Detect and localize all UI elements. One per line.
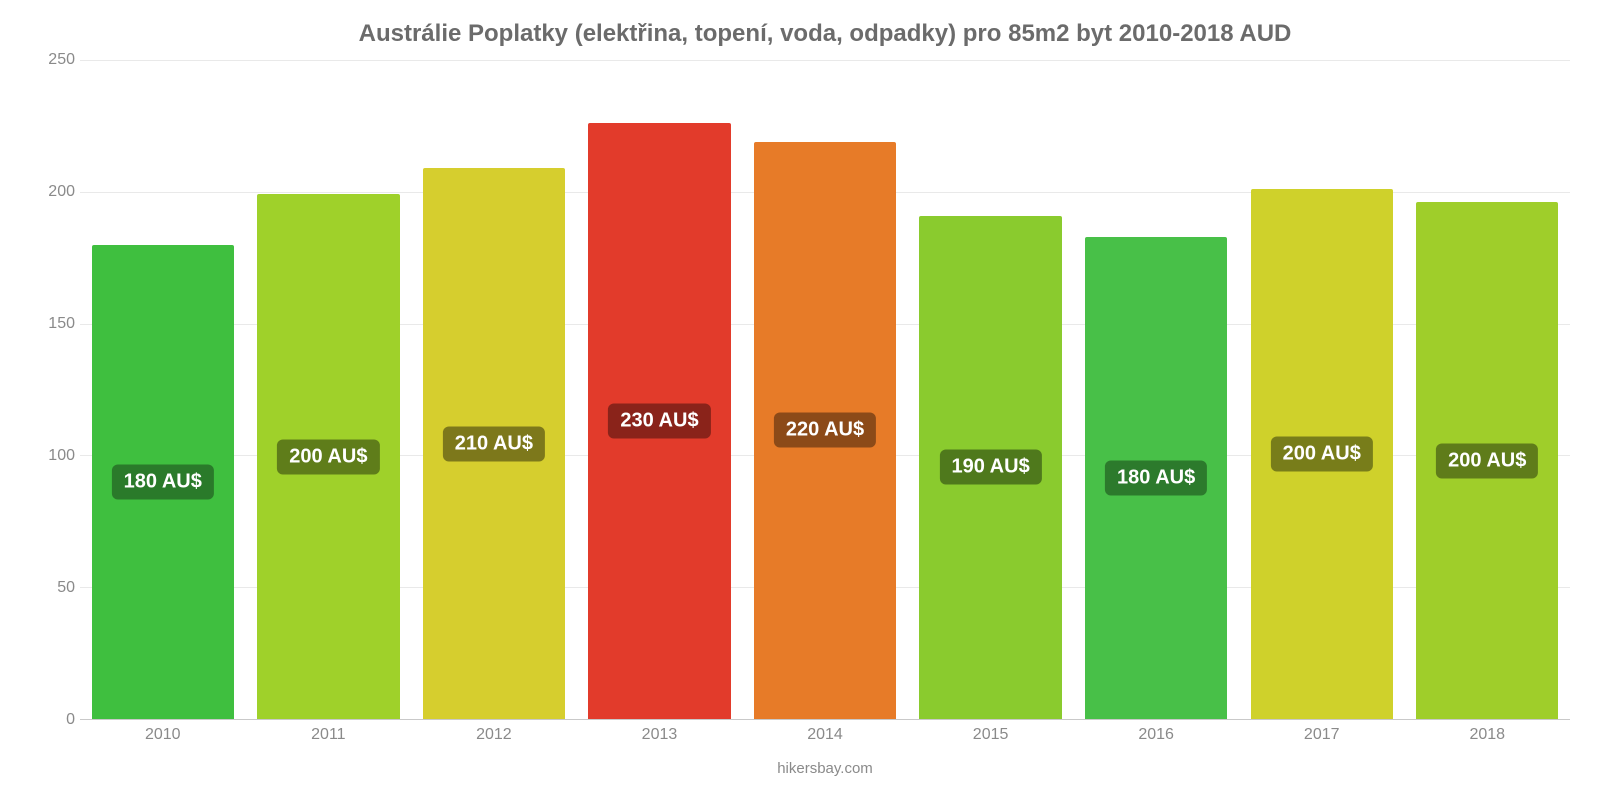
chart-container: Austrálie Poplatky (elektřina, topení, v… [0, 0, 1600, 800]
bar-value-label: 210 AU$ [443, 426, 545, 461]
bar-slot: 180 AU$ [80, 60, 246, 719]
bar-value-label: 200 AU$ [1436, 443, 1538, 478]
bar-value-label: 220 AU$ [774, 413, 876, 448]
bar-slot: 220 AU$ [742, 60, 908, 719]
y-tick-label: 0 [30, 711, 75, 729]
bar: 220 AU$ [754, 142, 896, 719]
y-tick-label: 150 [30, 315, 75, 333]
bar-value-label: 180 AU$ [1105, 460, 1207, 495]
x-tick-label: 2016 [1073, 726, 1239, 756]
bar-slot: 200 AU$ [1239, 60, 1405, 719]
bar: 200 AU$ [257, 194, 399, 719]
x-tick-label: 2010 [80, 726, 246, 756]
y-tick-label: 250 [30, 51, 75, 69]
x-tick-label: 2014 [742, 726, 908, 756]
bar-value-label: 200 AU$ [277, 439, 379, 474]
bar-value-label: 180 AU$ [112, 464, 214, 499]
x-tick-label: 2018 [1405, 726, 1571, 756]
x-tick-label: 2012 [411, 726, 577, 756]
chart-title: Austrálie Poplatky (elektřina, topení, v… [80, 20, 1570, 48]
bar-value-label: 230 AU$ [608, 404, 710, 439]
plot-area: 050100150200250 180 AU$200 AU$210 AU$230… [80, 60, 1570, 720]
bar: 180 AU$ [1085, 237, 1227, 719]
x-tick-label: 2013 [577, 726, 743, 756]
x-tick-label: 2017 [1239, 726, 1405, 756]
bar-slot: 180 AU$ [1073, 60, 1239, 719]
bar-slot: 200 AU$ [246, 60, 412, 719]
bar: 200 AU$ [1416, 202, 1558, 719]
y-tick-label: 100 [30, 447, 75, 465]
bar-slot: 230 AU$ [577, 60, 743, 719]
x-axis: 201020112012201320142015201620172018 [80, 726, 1570, 756]
bar: 210 AU$ [423, 168, 565, 719]
y-axis: 050100150200250 [30, 60, 75, 720]
bar-slot: 210 AU$ [411, 60, 577, 719]
x-tick-label: 2015 [908, 726, 1074, 756]
source-label: hikersbay.com [80, 760, 1570, 777]
plot: 180 AU$ 200 AU$ 210 AU$ 230 AU$ 220 AU$ 190 A… [80, 60, 1570, 720]
y-tick-label: 200 [30, 183, 75, 201]
bars-group: 180 AU$ 200 AU$ 210 AU$ 230 AU$ 220 AU$ 190 A… [80, 60, 1570, 719]
bar-slot: 190 AU$ [908, 60, 1074, 719]
bar: 200 AU$ [1251, 189, 1393, 719]
bar: 230 AU$ [588, 123, 730, 719]
bar-value-label: 200 AU$ [1271, 437, 1373, 472]
bar-value-label: 190 AU$ [939, 450, 1041, 485]
bar: 180 AU$ [92, 245, 234, 719]
y-tick-label: 50 [30, 579, 75, 597]
x-tick-label: 2011 [246, 726, 412, 756]
bar: 190 AU$ [919, 216, 1061, 719]
bar-slot: 200 AU$ [1405, 60, 1571, 719]
